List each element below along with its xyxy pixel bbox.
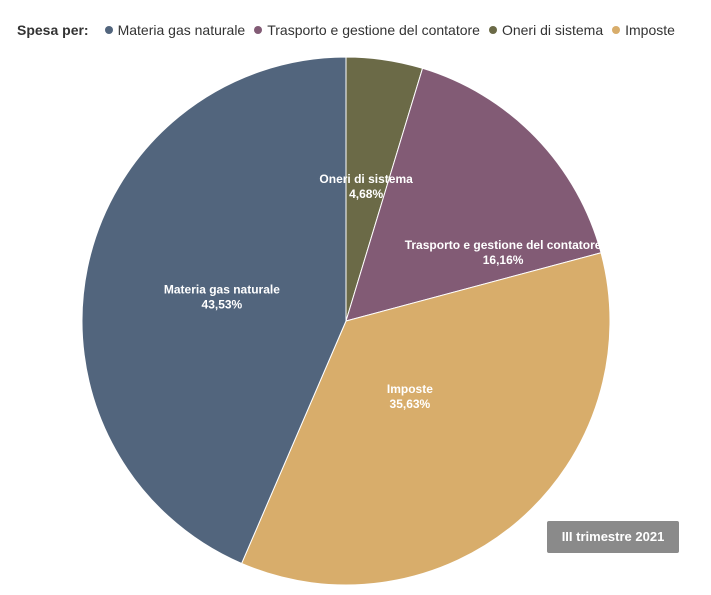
- slice-label-value: 4,68%: [349, 187, 383, 201]
- period-badge: III trimestre 2021: [547, 521, 679, 553]
- slice-label-name: Oneri di sistema: [319, 172, 413, 186]
- slice-label-value: 43,53%: [202, 297, 243, 311]
- legend-item-trasporto[interactable]: Trasporto e gestione del contatore: [254, 22, 480, 38]
- slice-label-name: Materia gas naturale: [164, 282, 280, 296]
- pie-slice-materia-gas-naturale[interactable]: [81, 56, 347, 565]
- legend-item-oneri[interactable]: Oneri di sistema: [488, 22, 604, 38]
- pie-slice-trasporto-e-gestione-del-contatore[interactable]: [345, 67, 602, 322]
- legend-label: Materia gas naturale: [117, 22, 246, 38]
- legend-label: Trasporto e gestione del contatore: [267, 22, 480, 38]
- legend-swatch: [612, 26, 621, 34]
- legend-swatch: [104, 26, 113, 34]
- legend-label: Oneri di sistema: [501, 22, 604, 38]
- legend-title: Spesa per:: [17, 22, 89, 38]
- legend-item-imposte[interactable]: Imposte: [612, 22, 675, 38]
- pie-slice-imposte[interactable]: [240, 252, 611, 586]
- legend-swatch: [254, 26, 263, 34]
- legend-swatch: [488, 26, 497, 34]
- slice-label-value: 16,16%: [483, 253, 524, 267]
- slice-label-name: Imposte: [387, 382, 433, 396]
- legend: Spesa per: Materia gas naturale Trasport…: [17, 19, 684, 41]
- legend-item-materia-gas[interactable]: Materia gas naturale: [104, 22, 246, 38]
- legend-label: Imposte: [625, 22, 675, 38]
- slice-label-value: 35,63%: [390, 397, 431, 411]
- slice-label-name: Trasporto e gestione del contatore: [405, 238, 602, 252]
